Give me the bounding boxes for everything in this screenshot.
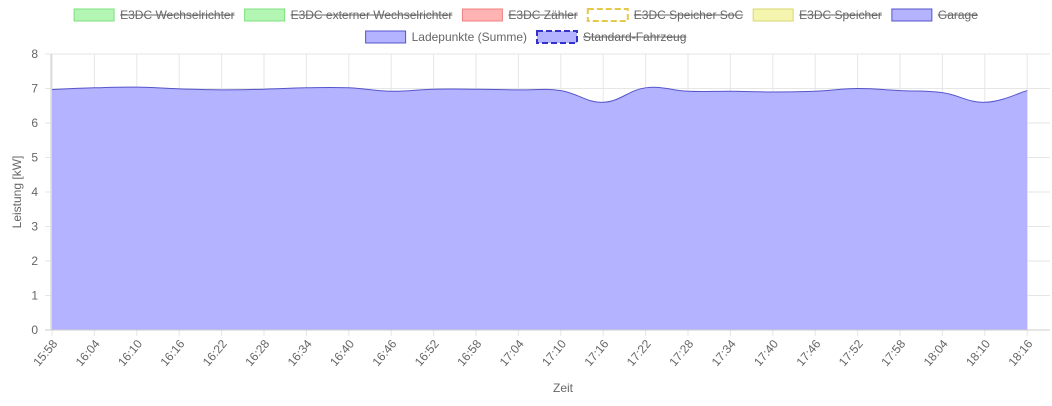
data-point[interactable] xyxy=(685,88,691,94)
x-tick-label: 16:34 xyxy=(285,337,315,369)
legend-item[interactable]: Garage xyxy=(891,8,978,22)
x-axis-title: Zeit xyxy=(553,381,574,395)
y-tick-label: 7 xyxy=(31,82,38,96)
x-tick-label: 15:58 xyxy=(30,337,60,369)
y-tick-label: 6 xyxy=(31,116,38,130)
x-tick-label: 16:46 xyxy=(369,337,399,369)
y-tick-label: 8 xyxy=(31,47,38,61)
y-tick-label: 0 xyxy=(31,323,38,337)
x-tick-label: 16:10 xyxy=(115,337,145,369)
x-tick-label: 17:40 xyxy=(751,337,781,369)
legend-item[interactable]: E3DC Zähler xyxy=(461,8,578,22)
data-point[interactable] xyxy=(558,88,564,94)
legend-swatch xyxy=(586,8,629,22)
data-point[interactable] xyxy=(727,88,733,94)
legend-item[interactable]: E3DC Speicher xyxy=(752,8,882,22)
y-tick-label: 5 xyxy=(31,151,38,165)
legend-swatch xyxy=(365,30,407,44)
x-tick-label: 18:04 xyxy=(921,337,951,369)
data-point[interactable] xyxy=(855,86,861,92)
x-tick-label: 16:22 xyxy=(200,337,230,369)
y-tick-label: 2 xyxy=(31,254,38,268)
x-tick-label: 16:40 xyxy=(327,337,357,369)
legend: E3DC Wechselrichter E3DC externer Wechsel… xyxy=(73,8,978,44)
x-tick-label: 17:58 xyxy=(878,337,908,369)
data-point[interactable] xyxy=(473,86,479,92)
data-point[interactable] xyxy=(219,87,225,93)
plot-area xyxy=(49,84,1030,330)
x-tick-label: 16:04 xyxy=(73,337,103,369)
legend-item[interactable]: Standard-Fahrzeug xyxy=(536,30,686,44)
series-line xyxy=(51,86,1028,103)
x-tick-label: 16:58 xyxy=(454,337,484,369)
data-point[interactable] xyxy=(91,85,97,91)
data-point[interactable] xyxy=(515,87,521,93)
x-tick-label: 17:04 xyxy=(497,337,527,369)
data-point[interactable] xyxy=(600,99,606,105)
legend-swatch xyxy=(73,8,115,22)
legend-label: Ladepunkte (Summe) xyxy=(412,30,527,44)
data-point[interactable] xyxy=(431,86,437,92)
legend-swatch xyxy=(752,8,794,22)
data-point[interactable] xyxy=(770,89,776,95)
data-point[interactable] xyxy=(939,90,945,96)
x-tick-label: 16:28 xyxy=(242,337,272,369)
data-point[interactable] xyxy=(261,86,267,92)
data-point[interactable] xyxy=(897,88,903,94)
data-point[interactable] xyxy=(134,84,140,90)
y-axis-title: Leistung [kW] xyxy=(10,156,24,229)
x-tick-label: 18:10 xyxy=(963,337,993,369)
data-point[interactable] xyxy=(346,85,352,91)
data-point[interactable] xyxy=(812,88,818,94)
data-point[interactable] xyxy=(643,85,649,91)
x-tick-label: 18:16 xyxy=(1005,337,1035,369)
x-tick-label: 16:52 xyxy=(412,337,442,369)
data-point[interactable] xyxy=(303,85,309,91)
legend-item[interactable]: Ladepunkte (Summe) xyxy=(365,30,527,44)
data-point[interactable] xyxy=(1024,88,1030,94)
series-area xyxy=(52,87,1028,330)
y-tick-label: 3 xyxy=(31,220,38,234)
x-tick-label: 17:22 xyxy=(624,337,654,369)
data-point[interactable] xyxy=(176,86,182,92)
data-point[interactable] xyxy=(982,99,988,105)
legend-item[interactable]: E3DC Wechselrichter xyxy=(73,8,235,22)
x-tick-label: 17:16 xyxy=(581,337,611,369)
data-point[interactable] xyxy=(388,88,394,94)
data-point[interactable] xyxy=(49,87,55,93)
legend-item[interactable]: E3DC Speicher SoC xyxy=(586,8,744,22)
legend-swatch xyxy=(244,8,286,22)
legend-item[interactable]: E3DC externer Wechselrichter xyxy=(244,8,453,22)
legend-swatch xyxy=(461,8,503,22)
y-tick-label: 4 xyxy=(31,185,38,199)
x-tick-label: 17:52 xyxy=(836,337,866,369)
legend-swatch xyxy=(891,8,933,22)
x-tick-label: 17:10 xyxy=(539,337,569,369)
x-tick-label: 16:16 xyxy=(157,337,187,369)
legend-swatch xyxy=(536,30,578,44)
x-tick-label: 17:34 xyxy=(709,337,739,369)
y-tick-label: 1 xyxy=(31,289,38,303)
x-tick-label: 17:46 xyxy=(793,337,823,369)
x-tick-label: 17:28 xyxy=(666,337,696,369)
